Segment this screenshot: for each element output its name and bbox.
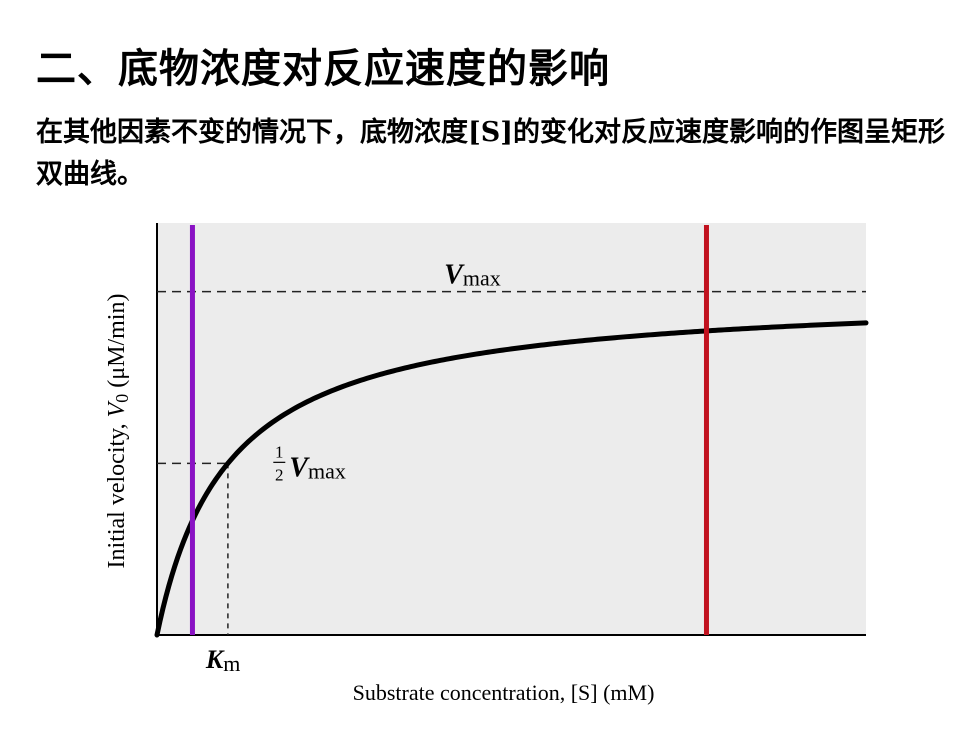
km-label: Km <box>205 645 240 676</box>
half-vmax-label: 1 2 Vmax <box>273 442 346 484</box>
velocity-curve <box>154 320 869 638</box>
half-fraction-denominator: 2 <box>275 465 284 484</box>
y-axis-label: Initial velocity, V0 (μM/min) <box>104 294 132 569</box>
vmax-label: Vmax <box>444 260 501 291</box>
half-fraction-numerator: 1 <box>275 442 284 461</box>
slide-title: 二、底物浓度对反应速度的影响 <box>36 45 610 92</box>
x-axis-label: Substrate concentration, [S] (mM) <box>353 680 655 705</box>
slide-description: 在其他因素不变的情况下，底物浓度[S]的变化对反应速度影响的作图呈矩形双曲线。 <box>36 117 946 190</box>
half-vmax-symbol: Vmax <box>289 452 346 483</box>
